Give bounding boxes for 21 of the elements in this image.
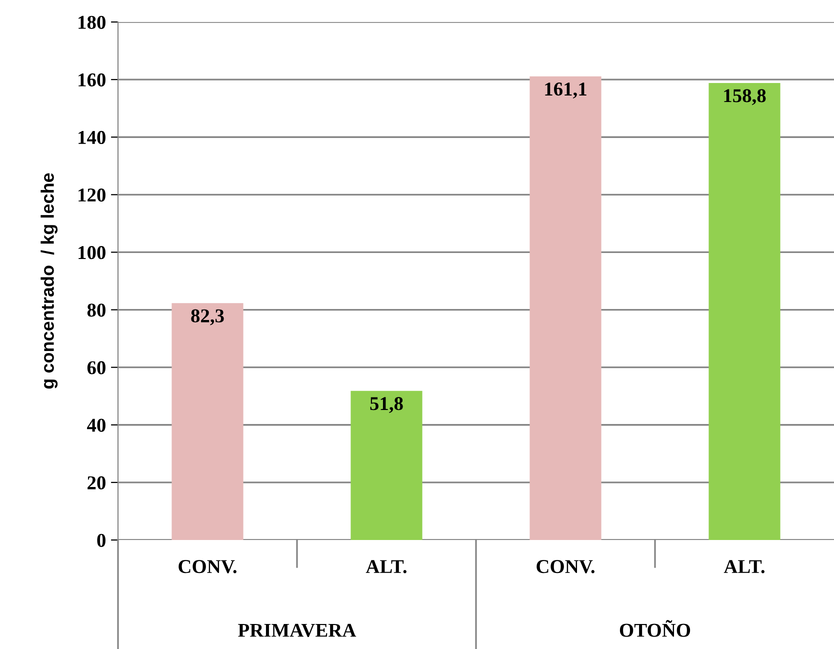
y-tick-label: 0 [97,534,106,547]
y-tick-label: 140 [78,130,106,144]
x-tick-label: CONV. [178,560,236,574]
text: PRIMAVERA [238,624,356,637]
y-tick-label: 60 [87,361,106,374]
data-label: 158,8 [724,89,766,106]
data-label: 82,3 [191,309,224,326]
y-tick-label: 40 [87,418,106,432]
y-tick-label: 80 [87,304,106,317]
y-tick-label: 100 [78,246,106,260]
x-tick-label: ALT. [724,560,764,574]
y-tick-label: 120 [78,188,106,202]
y-tick-label: 180 [78,16,106,29]
x-tick-label: CONV. [536,560,594,574]
y-tick-label: 160 [78,73,106,86]
data-label: 51,8 [370,397,403,413]
x-tick-label: ALT. [366,560,406,574]
y-tick-label: 20 [88,476,106,490]
y-axis-title: g concentrado / kg leche [40,173,58,389]
data-label: 161,1 [545,82,586,98]
text: OTOÑO [620,620,690,637]
